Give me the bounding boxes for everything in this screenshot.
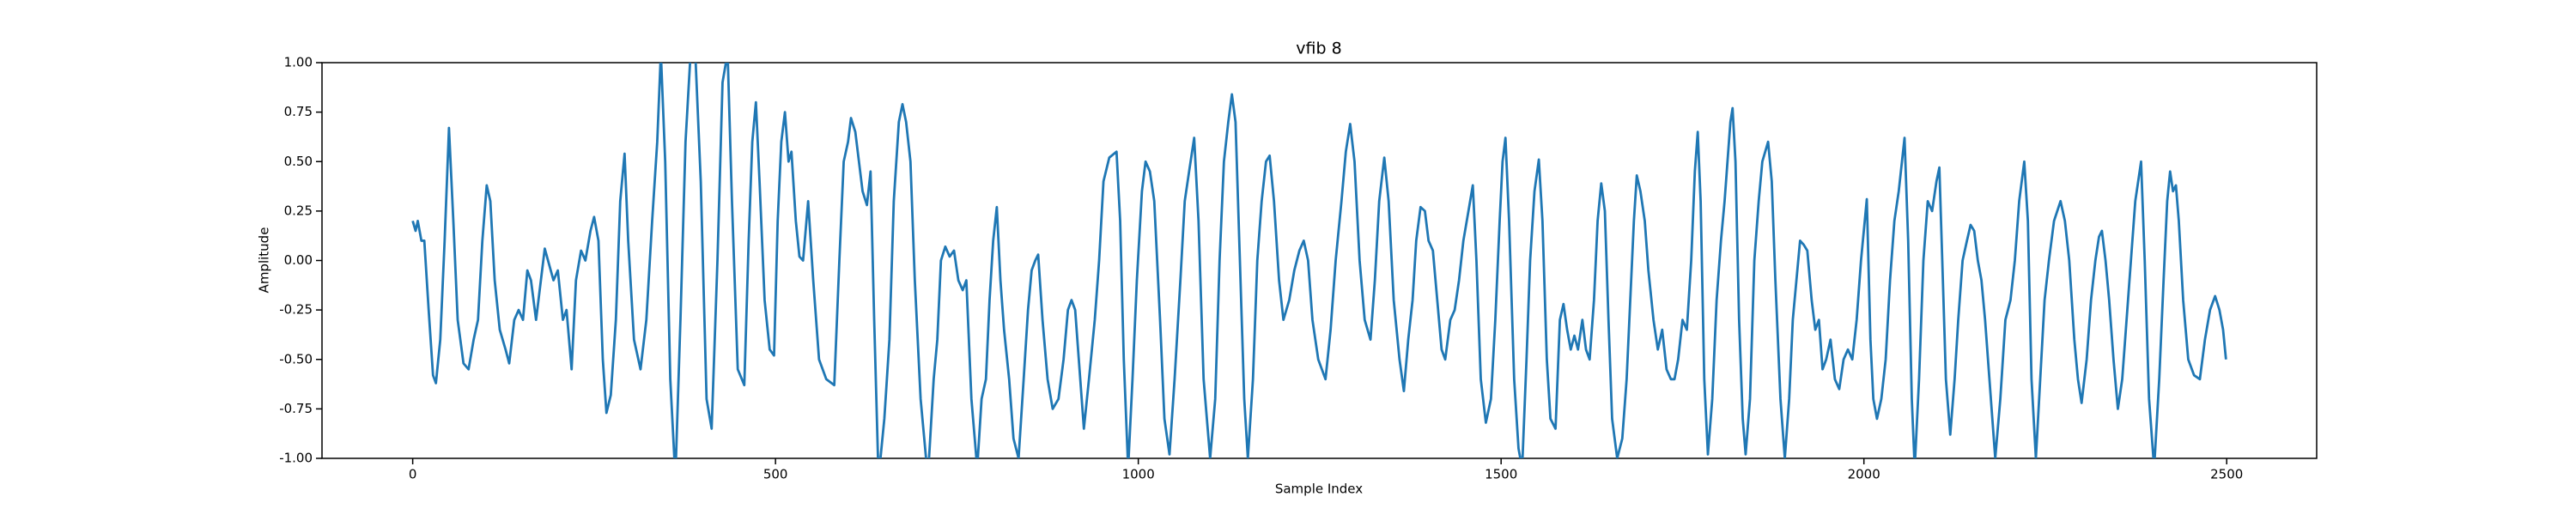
chart-title: vfib 8 xyxy=(1296,39,1341,58)
x-tick-label: 2000 xyxy=(1848,467,1880,482)
y-axis-label: Amplitude xyxy=(257,227,272,294)
y-tick-label: -0.75 xyxy=(279,401,313,416)
x-tick-label: 1500 xyxy=(1485,467,1517,482)
y-tick-label: 0.50 xyxy=(284,154,313,169)
plot-frame xyxy=(321,62,2318,459)
y-tick-label: -0.50 xyxy=(279,351,313,367)
y-tick-label: 0.75 xyxy=(284,104,313,119)
x-tick-label: 2500 xyxy=(2210,467,2243,482)
y-tick-label: -0.25 xyxy=(279,302,313,318)
y-tick-label: 1.00 xyxy=(284,55,313,70)
y-tick-label: -1.00 xyxy=(279,451,313,466)
x-tick-label: 500 xyxy=(763,467,788,482)
x-tick-label: 0 xyxy=(409,467,417,482)
x-tick-label: 1000 xyxy=(1122,467,1155,482)
x-axis-label: Sample Index xyxy=(1275,482,1363,497)
y-tick-label: 0.25 xyxy=(284,203,313,218)
y-tick-label: 0.00 xyxy=(284,252,313,268)
signal-line xyxy=(411,63,2227,458)
